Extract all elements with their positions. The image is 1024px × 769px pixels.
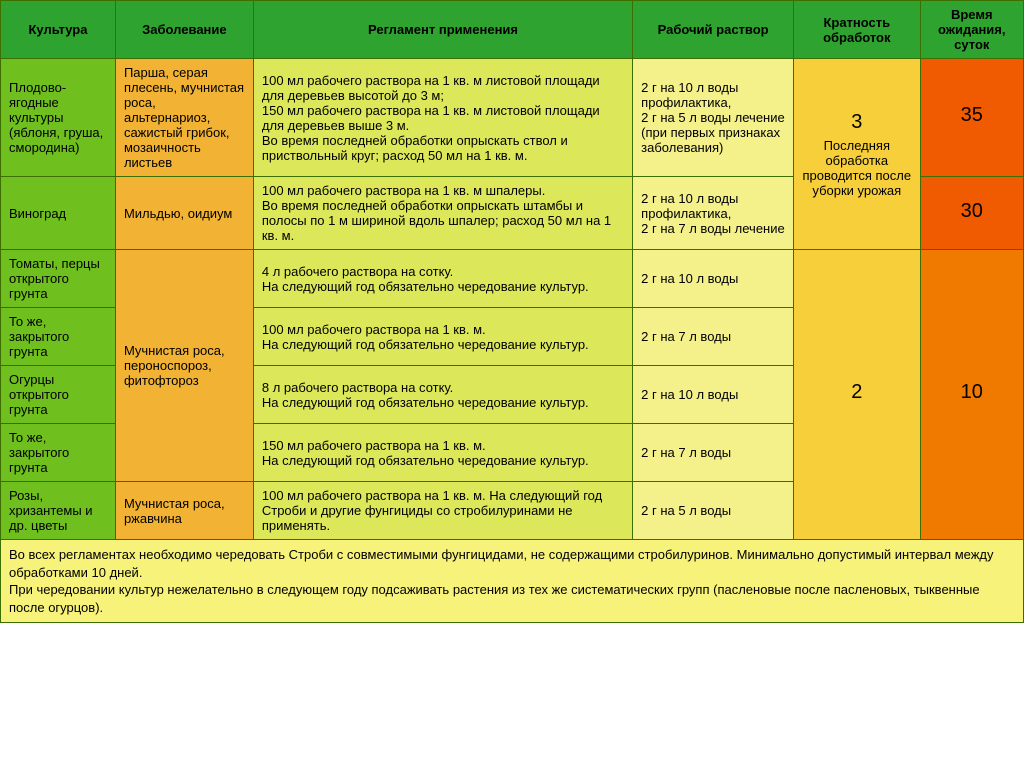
- cell-regimen: 150 мл рабочего раствора на 1 кв. м.На с…: [253, 424, 632, 482]
- cell-culture: То же, закрытого грунта: [1, 308, 116, 366]
- cell-culture: То же, закрытого грунта: [1, 424, 116, 482]
- freq-number: 2: [802, 381, 911, 404]
- h-culture: Культура: [1, 1, 116, 59]
- cell-solution: 2 г на 10 л воды: [633, 250, 794, 308]
- footer-row: Во всех регламентах необходимо чередоват…: [1, 540, 1024, 623]
- cell-culture: Огурцы открытого грунта: [1, 366, 116, 424]
- h-disease: Заболевание: [115, 1, 253, 59]
- freq-text: Последняя обработка проводится после убо…: [802, 138, 911, 198]
- cell-disease: Мучнистая роса, ржавчина: [115, 482, 253, 540]
- cell-solution: 2 г на 10 л воды: [633, 366, 794, 424]
- cell-solution: 2 г на 10 л воды профилактика,2 г на 7 л…: [633, 177, 794, 250]
- cell-wait: 30: [920, 177, 1023, 250]
- cell-regimen: 100 мл рабочего раствора на 1 кв. м шпал…: [253, 177, 632, 250]
- wait-number: 30: [929, 200, 1015, 223]
- cell-freq: 3 Последняя обработка проводится после у…: [794, 59, 920, 250]
- freq-number: 3: [802, 111, 911, 134]
- cell-wait: 35: [920, 59, 1023, 177]
- cell-culture: Томаты, перцы открытого грунта: [1, 250, 116, 308]
- cell-solution: 2 г на 10 л воды профилактика,2 г на 5 л…: [633, 59, 794, 177]
- table-row: Плодово-ягодные культуры (яблоня, груша,…: [1, 59, 1024, 177]
- wait-number: 10: [929, 381, 1015, 404]
- cell-culture: Розы, хризантемы и др. цветы: [1, 482, 116, 540]
- h-wait: Время ожидания, суток: [920, 1, 1023, 59]
- cell-solution: 2 г на 7 л воды: [633, 424, 794, 482]
- table-row: Томаты, перцы открытого грунта Мучнистая…: [1, 250, 1024, 308]
- cell-culture: Виноград: [1, 177, 116, 250]
- cell-freq: 2: [794, 250, 920, 540]
- cell-disease: Парша, серая плесень, мучнистая роса, ал…: [115, 59, 253, 177]
- cell-regimen: 8 л рабочего раствора на сотку.На следую…: [253, 366, 632, 424]
- header-row: Культура Заболевание Регламент применени…: [1, 1, 1024, 59]
- h-freq: Кратность обработок: [794, 1, 920, 59]
- cell-solution: 2 г на 5 л воды: [633, 482, 794, 540]
- cell-solution: 2 г на 7 л воды: [633, 308, 794, 366]
- cell-disease: Мильдью, оидиум: [115, 177, 253, 250]
- cell-regimen: 100 мл рабочего раствора на 1 кв. м лист…: [253, 59, 632, 177]
- cell-regimen: 100 мл рабочего раствора на 1 кв. м.На с…: [253, 308, 632, 366]
- h-solution: Рабочий раствор: [633, 1, 794, 59]
- cell-disease: Мучнистая роса, пероноспороз, фитофтороз: [115, 250, 253, 482]
- h-regimen: Регламент применения: [253, 1, 632, 59]
- cell-wait: 10: [920, 250, 1023, 540]
- usage-table: Культура Заболевание Регламент применени…: [0, 0, 1024, 623]
- footer-note: Во всех регламентах необходимо чередоват…: [1, 540, 1024, 623]
- cell-regimen: 4 л рабочего раствора на сотку.На следую…: [253, 250, 632, 308]
- cell-regimen: 100 мл рабочего раствора на 1 кв. м. На …: [253, 482, 632, 540]
- cell-culture: Плодово-ягодные культуры (яблоня, груша,…: [1, 59, 116, 177]
- wait-number: 35: [929, 104, 1015, 127]
